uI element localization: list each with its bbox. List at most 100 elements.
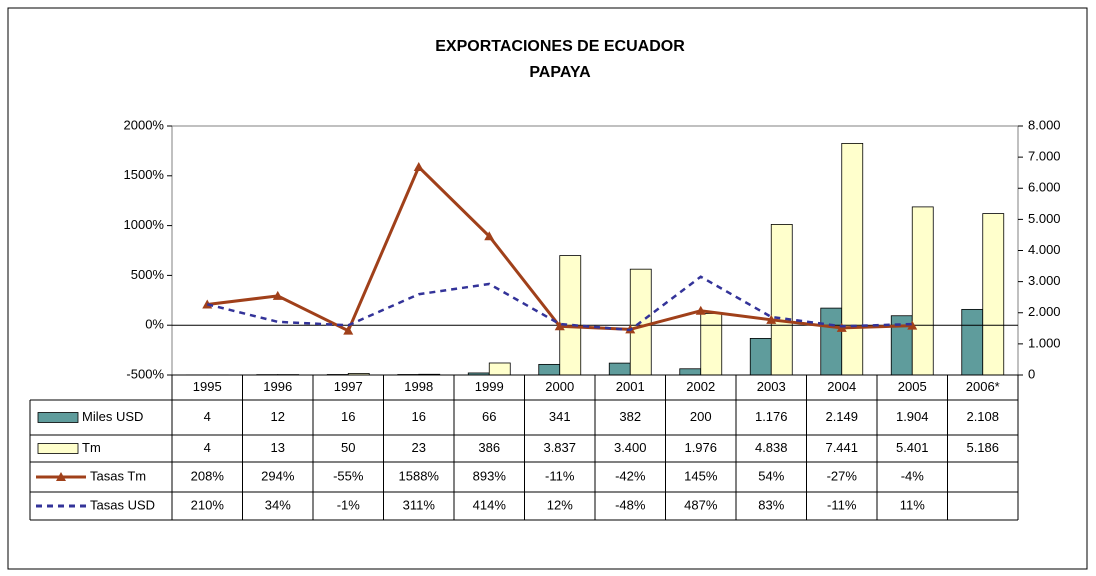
table-cell: 208%	[191, 468, 225, 483]
table-cell: 1588%	[399, 468, 440, 483]
table-cell: -27%	[827, 468, 858, 483]
x-tick-label: 2006*	[966, 379, 1000, 394]
table-cell: 3.837	[543, 440, 576, 455]
bar	[749, 337, 772, 376]
y2-tick-label: 4.000	[1028, 242, 1061, 257]
table-cell: 34%	[265, 497, 291, 512]
x-tick-label: 2003	[757, 379, 786, 394]
table-cell: -55%	[333, 468, 364, 483]
table-cell: 1.904	[896, 409, 929, 424]
table-cell: 50	[341, 440, 355, 455]
bar	[608, 362, 631, 376]
table-cell: -42%	[615, 468, 646, 483]
legend-key	[56, 472, 66, 481]
table-cell: 5.186	[966, 440, 999, 455]
y-tick-label: 2000%	[124, 117, 165, 132]
bar	[961, 308, 984, 376]
x-tick-label: 1998	[404, 379, 433, 394]
table-cell: 16	[412, 409, 426, 424]
table-cell: 4	[204, 440, 211, 455]
table-cell: 382	[619, 409, 641, 424]
table-cell: 893%	[473, 468, 507, 483]
table-cell: 210%	[191, 497, 225, 512]
table-cell: 54%	[758, 468, 784, 483]
marker	[695, 305, 706, 315]
y2-tick-label: 8.000	[1028, 117, 1061, 132]
y-tick-label: 1000%	[124, 217, 165, 232]
y-tick-label: 0%	[145, 317, 164, 332]
table-cell: 4.838	[755, 440, 788, 455]
y2-tick-label: 3.000	[1028, 273, 1061, 288]
bar	[559, 255, 582, 376]
y-tick-label: 1500%	[124, 167, 165, 182]
bar	[982, 213, 1005, 376]
legend-key	[37, 443, 79, 454]
table-cell: -48%	[615, 497, 646, 512]
table-cell: -11%	[827, 497, 857, 512]
table-cell: 66	[482, 409, 496, 424]
y2-tick-label: 0	[1028, 366, 1035, 381]
y2-tick-label: 7.000	[1028, 149, 1061, 164]
table-cell: 1.976	[684, 440, 717, 455]
bar	[679, 368, 702, 376]
y-tick-label: 500%	[131, 267, 165, 282]
bar	[841, 142, 864, 376]
x-tick-label: 2001	[616, 379, 645, 394]
bar	[911, 206, 934, 376]
table-cell: 386	[478, 440, 500, 455]
legend-label: Tasas USD	[90, 497, 155, 512]
y2-tick-label: 1.000	[1028, 335, 1061, 350]
table-cell: 7.441	[825, 440, 858, 455]
table-cell: 294%	[261, 468, 295, 483]
bar	[538, 363, 561, 376]
table-cell: 4	[204, 409, 211, 424]
marker	[907, 320, 918, 330]
marker	[202, 299, 213, 309]
chart-title: EXPORTACIONES DE ECUADOR	[435, 38, 685, 55]
table-cell: -1%	[337, 497, 361, 512]
y2-tick-label: 2.000	[1028, 304, 1061, 319]
table-cell: 12%	[547, 497, 573, 512]
table-cell: 145%	[684, 468, 718, 483]
table-cell: 12	[271, 409, 285, 424]
x-tick-label: 2005	[898, 379, 927, 394]
bar	[488, 362, 511, 376]
y2-tick-label: 5.000	[1028, 211, 1061, 226]
marker	[272, 290, 283, 300]
table-cell: 311%	[403, 497, 436, 512]
y-tick-label: -500%	[126, 366, 164, 381]
bar	[820, 307, 843, 376]
x-tick-label: 1995	[193, 379, 222, 394]
table-cell: 2.149	[825, 409, 858, 424]
table-cell: 200	[690, 409, 712, 424]
legend-label: Miles USD	[82, 409, 143, 424]
table-cell: 341	[549, 409, 571, 424]
table-cell: 83%	[758, 497, 784, 512]
x-tick-label: 1996	[263, 379, 292, 394]
table-cell: 11%	[900, 497, 925, 512]
y2-tick-label: 6.000	[1028, 180, 1061, 195]
x-tick-label: 2004	[827, 379, 856, 394]
bar	[700, 313, 723, 376]
x-tick-label: 1997	[334, 379, 363, 394]
table-cell: 5.401	[896, 440, 929, 455]
marker	[484, 231, 495, 241]
table-cell: 23	[412, 440, 426, 455]
x-tick-label: 2000	[545, 379, 574, 394]
chart-subtitle: PAPAYA	[529, 64, 591, 81]
x-tick-label: 2002	[686, 379, 715, 394]
legend-label: Tasas Tm	[90, 468, 146, 483]
table-cell: 2.108	[966, 409, 999, 424]
table-cell: 414%	[473, 497, 507, 512]
marker	[554, 321, 565, 331]
table-cell: 13	[271, 440, 285, 455]
marker	[766, 314, 777, 324]
bar	[770, 224, 793, 376]
marker	[343, 325, 354, 335]
legend-label: Tm	[82, 440, 101, 455]
marker	[413, 162, 424, 172]
legend-key	[37, 412, 79, 423]
x-tick-label: 1999	[475, 379, 504, 394]
table-cell: 1.176	[755, 409, 788, 424]
